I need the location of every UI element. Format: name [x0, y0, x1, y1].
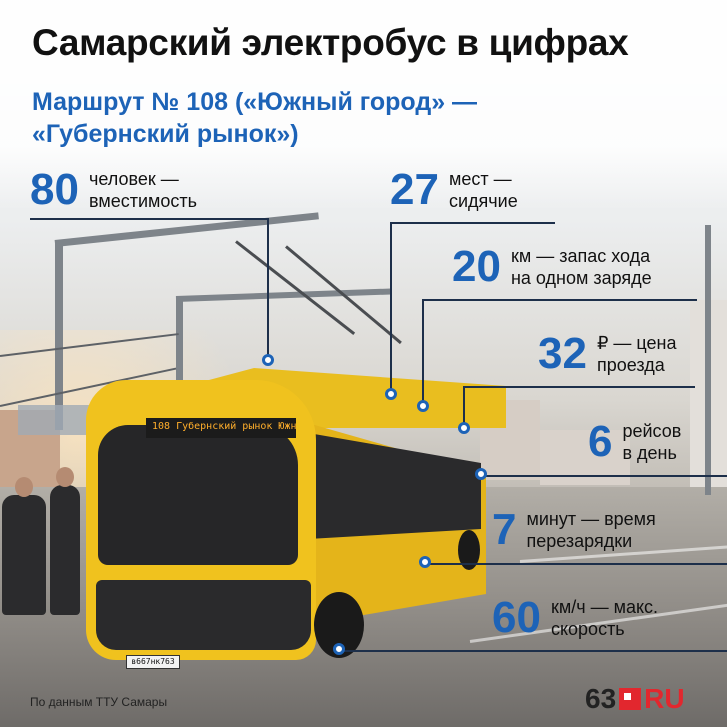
callout-dot — [262, 354, 274, 366]
data-source: По данным ТТУ Самары — [30, 695, 168, 709]
stat-range: 20 км — запас хода на одном заряде — [452, 245, 652, 289]
leader-line — [426, 563, 727, 565]
electric-bus: 108 Губернский рынок Южный город в667нк7… — [86, 240, 506, 669]
overhead-pole — [176, 296, 183, 406]
leader-line — [463, 386, 465, 428]
stat-fare: 32 ₽ — цена проезда — [538, 332, 676, 376]
stat-capacity: 80 человек — вместимость — [30, 168, 197, 212]
stat-value: 27 — [390, 165, 439, 214]
street-lamp — [705, 225, 711, 495]
overhead-arm — [175, 288, 391, 302]
stat-value: 7 — [492, 505, 517, 554]
stat-label: рейсов в день — [622, 421, 682, 463]
stat-label: минут — время перезарядки — [526, 509, 656, 551]
stat-value: 32 — [538, 329, 587, 378]
callout-dot — [475, 468, 487, 480]
stat-seats: 27 мест — сидячие — [390, 168, 518, 212]
stat-value: 60 — [492, 593, 541, 642]
person — [50, 467, 80, 615]
callout-dot — [419, 556, 431, 568]
stat-speed: 60 км/ч — макс. скорость — [492, 596, 658, 640]
person — [2, 477, 46, 615]
bus-bumper — [96, 580, 311, 650]
leader-line — [422, 299, 424, 406]
route-display: 108 Губернский рынок Южный город — [146, 418, 296, 438]
stat-label: ₽ — цена проезда — [596, 333, 677, 375]
stat-value: 6 — [588, 417, 613, 466]
leader-line — [267, 218, 269, 360]
leader-line — [463, 386, 695, 388]
route-subtitle: Маршрут № 108 («Южный город» — «Губернск… — [32, 88, 478, 148]
overhead-pole — [55, 240, 63, 430]
stat-value: 80 — [30, 165, 79, 214]
logo-domain: RU — [644, 683, 685, 714]
stat-label: км/ч — макс. скорость — [550, 597, 659, 639]
callout-dot — [333, 643, 345, 655]
logo-number: 63 — [585, 683, 617, 714]
leader-line — [390, 222, 392, 392]
leader-line — [482, 475, 727, 477]
stat-recharge: 7 минут — время перезарядки — [492, 508, 656, 552]
logo-square-icon — [619, 688, 642, 710]
bus-windshield — [98, 425, 298, 565]
bus-front: 108 Губернский рынок Южный город в667нк7… — [86, 380, 316, 669]
stat-trips: 6 рейсов в день — [588, 420, 681, 464]
site-logo[interactable]: 63 RU — [585, 683, 685, 715]
leader-line — [422, 299, 697, 301]
leader-line — [390, 222, 555, 224]
stat-value: 20 — [452, 242, 501, 291]
license-plate: в667нк763 — [126, 655, 180, 669]
callout-dot — [385, 388, 397, 400]
leader-line — [30, 218, 268, 220]
callout-dot — [417, 400, 429, 412]
rear-wheel — [458, 530, 480, 570]
stat-label: человек — вместимость — [88, 169, 198, 211]
leader-line — [340, 650, 727, 652]
page-title: Самарский электробус в цифрах — [32, 22, 629, 63]
bus-windows — [291, 430, 481, 540]
stat-label: мест — сидячие — [448, 169, 518, 211]
header-fade — [0, 0, 727, 210]
stat-label: км — запас хода на одном заряде — [510, 246, 652, 288]
callout-dot — [458, 422, 470, 434]
